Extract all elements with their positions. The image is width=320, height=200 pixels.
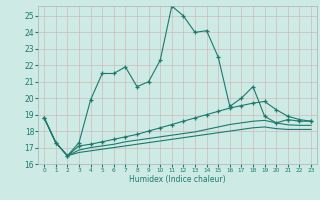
- X-axis label: Humidex (Indice chaleur): Humidex (Indice chaleur): [129, 175, 226, 184]
